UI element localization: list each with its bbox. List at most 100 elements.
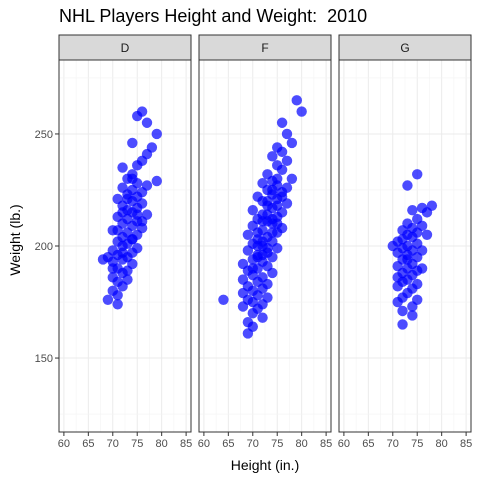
data-point — [281, 155, 293, 167]
data-point — [291, 95, 302, 106]
x-tick-label: 60 — [338, 438, 350, 450]
facet-strip-label: F — [261, 41, 268, 55]
data-point — [242, 328, 254, 339]
facet-strip — [338, 34, 472, 61]
facet-strip — [58, 34, 192, 61]
x-tick-label: 85 — [460, 438, 472, 450]
data-point — [242, 245, 254, 256]
data-point — [416, 263, 428, 274]
data-point — [281, 128, 293, 140]
data-point — [267, 151, 278, 162]
data-point — [397, 305, 408, 317]
data-point — [127, 137, 138, 149]
y-tick-label: 150 — [35, 353, 53, 365]
data-point — [218, 294, 229, 305]
x-tick-label: 75 — [131, 438, 143, 450]
data-point — [122, 193, 133, 205]
data-point — [107, 263, 118, 274]
data-point — [252, 227, 263, 238]
data-point — [397, 319, 408, 330]
facet-strip-label: D — [121, 41, 130, 55]
x-tick-label: 60 — [58, 438, 70, 450]
facet-panel-g: G 60 65 70 75 80 85 — [338, 34, 472, 450]
data-point — [296, 106, 307, 117]
data-point — [132, 160, 143, 171]
x-tick-label: 65 — [222, 438, 234, 450]
panel-border — [338, 59, 472, 433]
data-point — [267, 267, 278, 279]
data-point — [272, 173, 283, 184]
x-tick-label: 65 — [362, 438, 374, 450]
data-point — [392, 296, 403, 308]
data-point — [421, 207, 433, 218]
data-point — [257, 249, 268, 261]
x-tick-label: 85 — [320, 438, 332, 450]
panels-layer: D 60 65 70 75 80 85 150 200 250 F 60 65 70 75 80 85 G 60 65… — [35, 34, 472, 450]
data-point — [407, 310, 418, 321]
data-point — [112, 290, 123, 301]
data-point — [102, 294, 114, 305]
x-tick-label: 70 — [387, 438, 399, 450]
data-point — [402, 254, 413, 265]
facet-panel-f: F 60 65 70 75 80 85 — [198, 34, 332, 450]
data-point — [267, 227, 278, 238]
x-tick-label: 75 — [411, 438, 423, 450]
facet-strip — [198, 34, 332, 61]
data-point — [247, 204, 258, 216]
x-tick-label: 60 — [198, 438, 210, 450]
chart-title: NHL Players Height and Weight: 2010 — [59, 6, 368, 26]
data-point — [252, 240, 263, 252]
data-point — [141, 117, 153, 128]
x-tick-label: 70 — [247, 438, 259, 450]
data-point — [247, 263, 258, 274]
data-point — [392, 281, 403, 292]
data-point — [151, 175, 162, 187]
data-point — [272, 243, 283, 254]
data-point — [237, 301, 249, 312]
x-axis-title: Height (in.) — [231, 457, 299, 473]
y-tick-label: 200 — [35, 241, 53, 253]
data-point — [402, 180, 413, 191]
data-point — [112, 225, 123, 236]
y-axis-title: Weight (lb.) — [7, 204, 23, 275]
x-tick-label: 80 — [156, 438, 168, 450]
data-point — [117, 162, 128, 173]
data-point — [276, 164, 288, 176]
facet-panel-d: D 60 65 70 75 80 85 150 200 250 — [35, 34, 192, 450]
x-tick-label: 75 — [271, 438, 283, 450]
data-point — [97, 254, 109, 265]
data-point — [272, 200, 283, 211]
data-point — [151, 128, 162, 140]
data-point — [257, 312, 268, 323]
data-point — [412, 169, 423, 180]
data-point — [127, 173, 138, 184]
data-point — [286, 173, 298, 184]
x-tick-label: 70 — [107, 438, 119, 450]
data-point — [112, 299, 123, 310]
data-point — [136, 216, 148, 227]
data-point — [267, 184, 278, 196]
x-tick-label: 80 — [436, 438, 448, 450]
data-point — [262, 195, 273, 207]
x-tick-label: 80 — [296, 438, 308, 450]
data-point — [267, 213, 278, 225]
data-point — [117, 207, 128, 218]
data-point — [407, 204, 418, 216]
data-point — [421, 229, 433, 240]
data-point — [117, 281, 128, 292]
data-point — [286, 137, 298, 149]
data-point — [407, 301, 418, 312]
y-tick-label: 250 — [35, 129, 53, 141]
data-point — [132, 110, 143, 122]
data-point — [117, 247, 128, 258]
data-point — [276, 146, 288, 158]
facet-strip-label: G — [400, 41, 409, 55]
data-point — [267, 252, 278, 263]
data-point — [276, 117, 288, 128]
x-tick-label: 65 — [82, 438, 94, 450]
data-point — [242, 229, 254, 240]
data-point — [276, 191, 288, 202]
data-point — [247, 308, 258, 319]
panel-border — [198, 59, 332, 433]
